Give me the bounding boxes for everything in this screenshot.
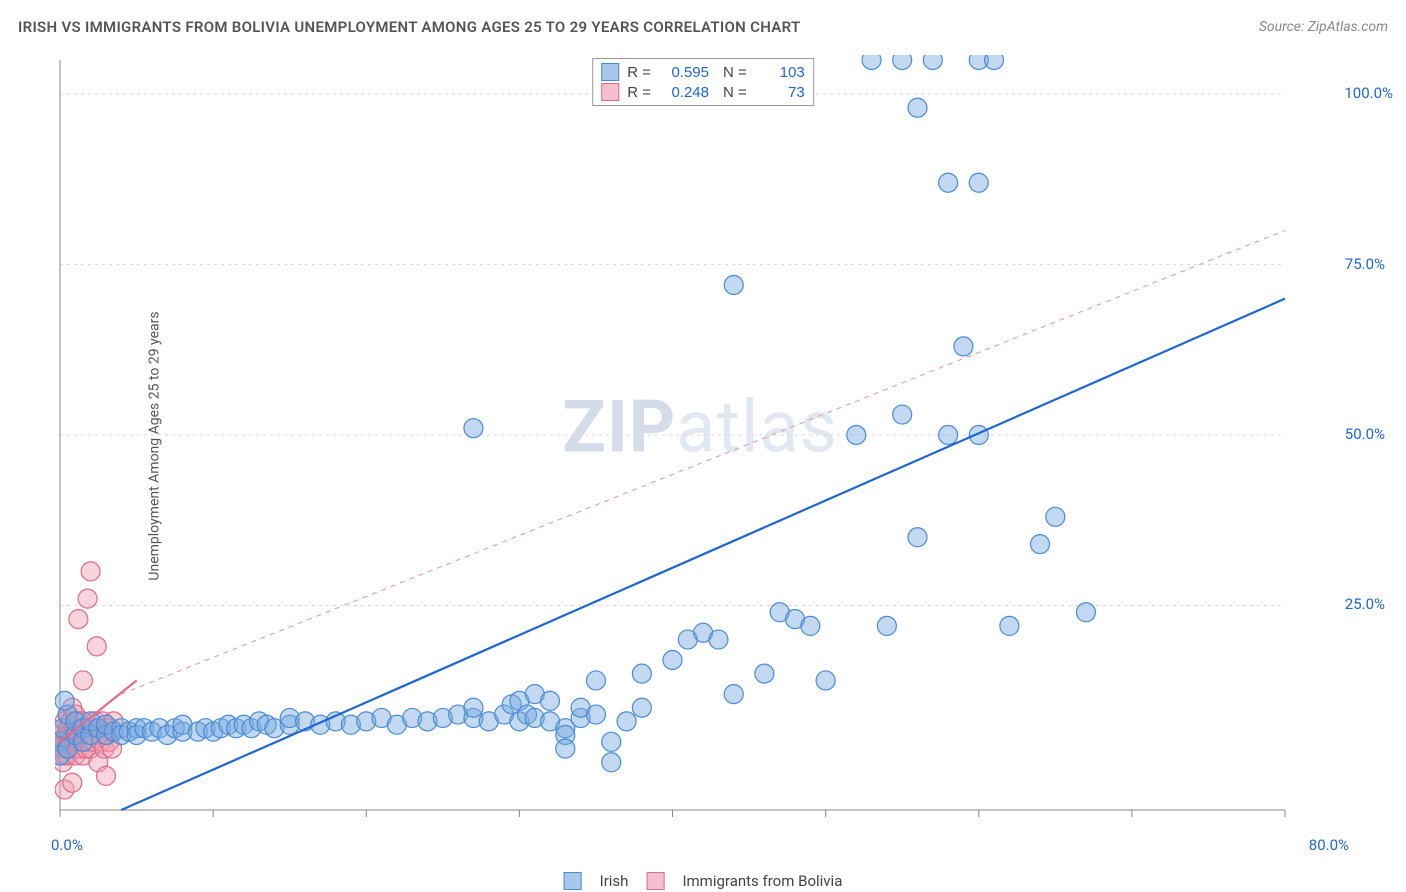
n-value-irish: 103 xyxy=(755,64,805,81)
legend-swatch-irish xyxy=(564,872,582,890)
legend-swatch-bolivia xyxy=(646,872,664,890)
correlation-stats-box: R = 0.595 N = 103 R = 0.248 N = 73 xyxy=(592,58,814,106)
y-tick-50: 50.0% xyxy=(1345,425,1385,443)
legend: Irish Immigrants from Bolivia xyxy=(564,872,843,890)
swatch-irish xyxy=(601,63,619,81)
swatch-bolivia xyxy=(601,83,619,101)
y-tick-75: 75.0% xyxy=(1345,255,1385,273)
r-value-bolivia: 0.248 xyxy=(659,84,709,101)
x-max-label: 80.0% xyxy=(1309,836,1349,854)
n-value-bolivia: 73 xyxy=(755,84,805,101)
scatter-plot-svg xyxy=(55,55,1345,830)
r-value-irish: 0.595 xyxy=(659,64,709,81)
chart-area: ZIPatlas 25.0% 50.0% 75.0% 100.0% 0.0% 8… xyxy=(55,55,1345,830)
source-attribution: Source: ZipAtlas.com xyxy=(1259,19,1388,35)
page-title: IRISH VS IMMIGRANTS FROM BOLIVIA UNEMPLO… xyxy=(18,18,800,36)
stats-row-bolivia: R = 0.248 N = 73 xyxy=(601,82,805,102)
legend-label-bolivia: Immigrants from Bolivia xyxy=(682,872,842,890)
y-tick-25: 25.0% xyxy=(1345,595,1385,613)
x-origin-label: 0.0% xyxy=(51,836,83,854)
y-tick-100: 100.0% xyxy=(1344,84,1393,102)
legend-label-irish: Irish xyxy=(600,872,629,890)
stats-row-irish: R = 0.595 N = 103 xyxy=(601,62,805,82)
